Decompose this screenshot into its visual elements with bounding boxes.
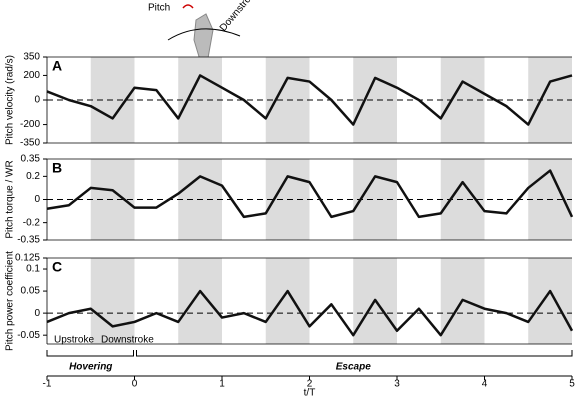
- y-tick-label: 0.2: [26, 171, 40, 182]
- x-tick-label: -1: [43, 379, 52, 390]
- y-tick-label: -0.05: [17, 330, 40, 341]
- y-axis-label: Pitch power coefficient: [5, 251, 16, 351]
- y-tick-label: 0.35: [21, 154, 41, 165]
- x-tick-label: 4: [482, 379, 488, 390]
- y-tick-label: -0.2: [23, 217, 41, 228]
- x-axis-label: t/T: [304, 388, 316, 399]
- hovering-bracket: [46, 350, 134, 357]
- y-tick-label: 200: [23, 70, 40, 81]
- x-tick-label: 2: [307, 379, 313, 390]
- series-line: [46, 289, 574, 337]
- y-tick-label: 0: [34, 194, 40, 205]
- y-tick-label: 0.125: [15, 253, 40, 264]
- y-tick-label: 0.05: [21, 286, 41, 297]
- upstroke-label: Upstroke: [54, 335, 94, 346]
- y-tick-label: 0.1: [26, 264, 40, 275]
- x-tick-label: 1: [219, 379, 225, 390]
- y-tick-label: 0: [34, 308, 40, 319]
- panel-label: C: [52, 259, 62, 275]
- hovering-label: Hovering: [69, 362, 112, 373]
- y-axis-label: Pitch torque / WR: [5, 160, 16, 238]
- y-tick-label: 350: [23, 52, 40, 63]
- series-line: [46, 169, 574, 219]
- x-tick-label: 0: [132, 379, 138, 390]
- downstroke-label: Downstroke: [218, 0, 261, 34]
- series-line: [46, 74, 573, 126]
- x-tick-label: 5: [569, 379, 575, 390]
- y-tick-label: -350: [20, 138, 40, 149]
- y-tick-label: -0.35: [17, 235, 40, 246]
- y-tick-label: 0: [34, 95, 40, 106]
- shaded-band: [265, 258, 310, 344]
- downstroke-label: Downstroke: [101, 335, 154, 346]
- x-tick-label: 3: [394, 379, 400, 390]
- escape-bracket: [136, 350, 573, 357]
- pitch-label: Pitch: [148, 3, 170, 14]
- panel-label: A: [52, 58, 62, 74]
- y-tick-label: -200: [20, 119, 40, 130]
- shaded-band: [178, 258, 222, 344]
- y-axis-label: Pitch velocity (rad/s): [5, 55, 16, 145]
- shaded-band: [528, 258, 572, 344]
- escape-label: Escape: [336, 362, 371, 373]
- panel-label: B: [52, 160, 62, 176]
- shaded-band: [90, 258, 135, 344]
